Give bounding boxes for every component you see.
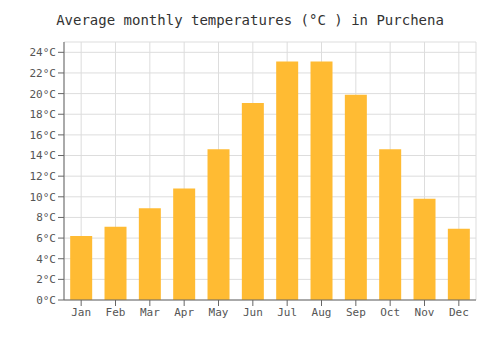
svg-text:Aug: Aug [312, 306, 332, 319]
svg-text:Jun: Jun [243, 306, 263, 319]
svg-text:Feb: Feb [106, 306, 126, 319]
svg-text:2°C: 2°C [36, 273, 56, 286]
svg-text:22°C: 22°C [30, 67, 57, 80]
svg-text:24°C: 24°C [30, 46, 57, 59]
svg-text:Nov: Nov [415, 306, 435, 319]
svg-text:14°C: 14°C [30, 149, 57, 162]
svg-text:12°C: 12°C [30, 170, 57, 183]
svg-text:20°C: 20°C [30, 88, 57, 101]
svg-text:Mar: Mar [140, 306, 160, 319]
svg-text:16°C: 16°C [30, 129, 57, 142]
html-text:Average monthly temperatures (: Average monthly temperatures (°C ) in Pu… [56, 12, 444, 28]
svg-text:Dec: Dec [449, 306, 469, 319]
svg-text:0°C: 0°C [36, 294, 56, 307]
svg-text:Oct: Oct [380, 306, 400, 319]
svg-text:6°C: 6°C [36, 232, 56, 245]
svg-text:Jul: Jul [277, 306, 297, 319]
svg-text:Jan: Jan [71, 306, 91, 319]
svg-text:May: May [209, 306, 229, 319]
svg-text:Sep: Sep [346, 306, 366, 319]
svg-text:Apr: Apr [174, 306, 194, 319]
svg-text:10°C: 10°C [30, 191, 57, 204]
svg-text:4°C: 4°C [36, 253, 56, 266]
svg-text:8°C: 8°C [36, 211, 56, 224]
svg-text:18°C: 18°C [30, 108, 57, 121]
